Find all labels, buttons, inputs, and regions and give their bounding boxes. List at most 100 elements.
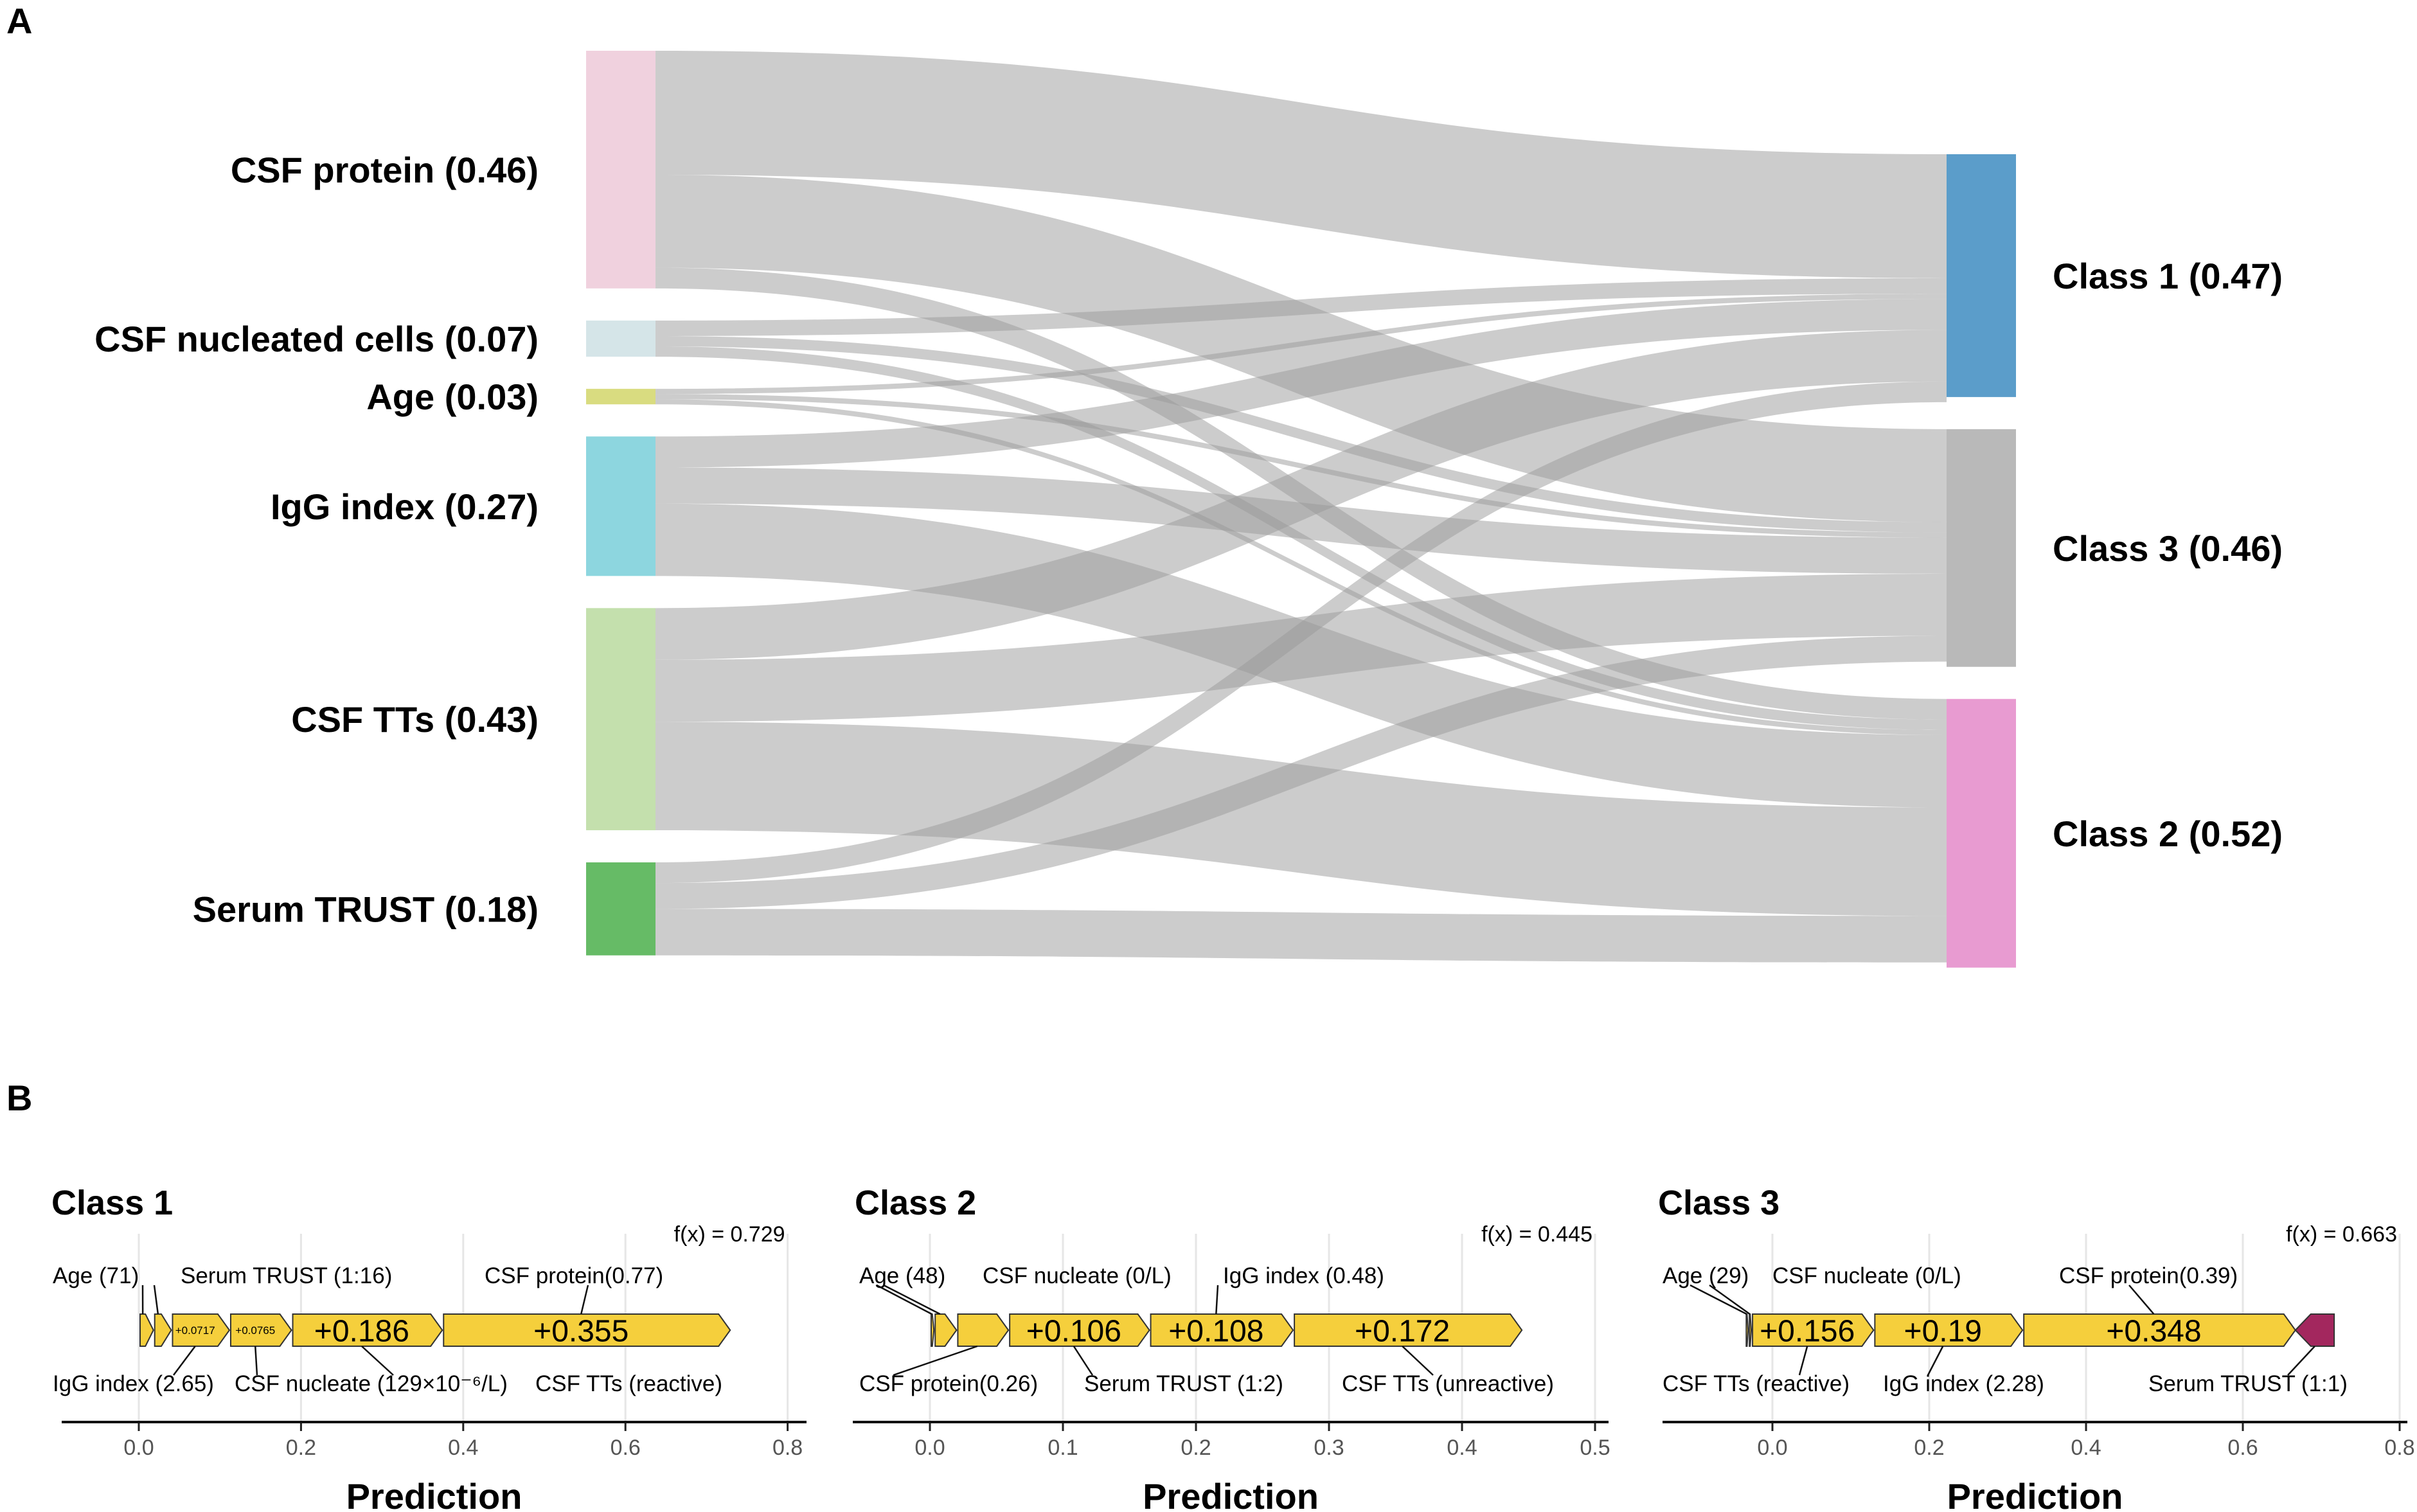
fx-value: f(x) = 0.729 [674, 1222, 785, 1247]
tick-label: 0.2 [1914, 1436, 1944, 1460]
node-c1 [1947, 154, 2016, 397]
tick-label: 0.1 [1048, 1436, 1078, 1460]
positive-contribution-bar [139, 1313, 154, 1347]
feature-label: Age (48) [859, 1263, 945, 1288]
flow-nucleated-to-c3 [656, 335, 1947, 533]
node-label-c3: Class 3 (0.46) [2053, 528, 2283, 569]
tick-label: 0.6 [611, 1436, 641, 1460]
node-nucleated [586, 320, 656, 357]
positive-contribution-bar [2023, 1313, 2296, 1347]
tick-label: 0.5 [1580, 1436, 1610, 1460]
node-label-trust: Serum TRUST (0.18) [193, 889, 539, 929]
tick-label: 0.0 [914, 1436, 945, 1460]
contribution-value: +0.172 [1355, 1314, 1450, 1348]
flow-tts-to-c2 [656, 722, 1947, 916]
tick-label: 0.2 [1181, 1436, 1211, 1460]
flow-trust-to-c2 [656, 909, 1947, 963]
flow-trust-to-c3 [656, 636, 1947, 909]
leader-line [893, 1345, 978, 1376]
contribution-value: +0.19 [1904, 1314, 1982, 1348]
positive-contribution-bar [443, 1313, 731, 1347]
force-plot-title: Class 2 [855, 1184, 976, 1222]
positive-contribution-bar [229, 1313, 292, 1347]
positive-contribution-bar [1294, 1313, 1523, 1347]
positive-contribution-bar [172, 1313, 231, 1347]
tick-label: 0.3 [1314, 1436, 1344, 1460]
x-axis-title: Prediction [1947, 1476, 2123, 1512]
positive-contribution-bar [1745, 1313, 1749, 1347]
positive-contribution-bar [1874, 1313, 2024, 1347]
contribution-value: +0.106 [1026, 1314, 1121, 1348]
contribution-value: +0.0717 [175, 1324, 215, 1337]
flow-age-to-c3 [656, 394, 1947, 538]
leader-line [254, 1346, 258, 1376]
leader-line [1709, 1284, 1751, 1315]
contribution-value: +0.348 [2106, 1314, 2201, 1348]
force-plot-class-3: 0.0 0.2 0.4 0.6 0.8 Prediction Class 3 f(x) = 0… [1658, 1184, 2415, 1512]
feature-label: Age (71) [53, 1263, 139, 1288]
panel-label-a: A [6, 1, 32, 41]
leader-line [1690, 1284, 1747, 1315]
node-label-tts: CSF TTs (0.43) [291, 699, 539, 740]
tick-label: 0.6 [2227, 1436, 2258, 1460]
force-plots: 0.0 0.2 0.4 0.6 0.8 Prediction Class 1 f(x) = 0… [51, 1184, 2415, 1512]
feature-label: IgG index (2.65) [53, 1371, 214, 1396]
node-label-age: Age (0.03) [366, 377, 539, 417]
force-plot-title: Class 3 [1658, 1184, 1779, 1222]
feature-label: Age (29) [1663, 1263, 1749, 1288]
tick-label: 0.2 [286, 1436, 316, 1460]
node-trust [586, 862, 656, 956]
node-igg [586, 436, 656, 576]
flow-age-to-c1 [656, 294, 1947, 395]
leader-line [1073, 1346, 1094, 1376]
node-label-c2: Class 2 (0.52) [2053, 814, 2283, 854]
force-plot-class-2: 0.0 0.1 0.2 0.3 0.4 0.5 Prediction Class 2 f(x) … [853, 1184, 1610, 1512]
tick-label: 0.8 [772, 1436, 803, 1460]
tick-label: 0.0 [1757, 1436, 1787, 1460]
leader-line [1402, 1346, 1434, 1376]
feature-label: Serum TRUST (1:2) [1084, 1371, 1283, 1396]
feature-label: CSF TTs (unreactive) [1342, 1371, 1554, 1396]
leader-line [883, 1284, 941, 1315]
positive-contribution-bar [957, 1313, 1010, 1347]
positive-contribution-bar [934, 1313, 958, 1347]
node-c2 [1947, 698, 2016, 968]
tick-label: 0.4 [448, 1436, 478, 1460]
feature-label: CSF nucleate (0/L) [983, 1263, 1172, 1288]
feature-label: CSF protein(0.77) [485, 1263, 663, 1288]
leader-line [361, 1346, 394, 1376]
positive-contribution-bar [1150, 1313, 1294, 1347]
node-label-c1: Class 1 (0.47) [2053, 256, 2283, 296]
fx-value: f(x) = 0.663 [2286, 1222, 2397, 1247]
force-plot-class-1: 0.0 0.2 0.4 0.6 0.8 Prediction Class 1 f(x) = 0… [51, 1184, 807, 1512]
flow-protein-to-c1 [656, 51, 1947, 278]
positive-contribution-bar [292, 1313, 443, 1347]
positive-contribution-bar [154, 1313, 172, 1347]
feature-label: Serum TRUST (1:1) [2148, 1371, 2348, 1396]
sankey-flows [656, 51, 1947, 963]
feature-label: CSF TTs (reactive) [535, 1371, 722, 1396]
node-protein [586, 51, 656, 289]
node-label-nucleated: CSF nucleated cells (0.07) [94, 319, 539, 359]
leader-line [2128, 1285, 2155, 1315]
contribution-value: +0.156 [1760, 1314, 1855, 1348]
panel-label-b: B [6, 1078, 32, 1118]
feature-label: CSF TTs (reactive) [1663, 1371, 1850, 1396]
feature-label: CSF protein(0.39) [2059, 1263, 2238, 1288]
fx-value: f(x) = 0.445 [1481, 1222, 1592, 1247]
flow-nucleated-to-c1 [656, 278, 1947, 336]
positive-contribution-bar [1009, 1313, 1150, 1347]
sankey-nodes: CSF protein (0.46) CSF nucleated cells (0… [94, 51, 2283, 968]
contribution-value: +0.355 [533, 1314, 629, 1348]
feature-label: IgG index (2.28) [1883, 1371, 2044, 1396]
negative-contribution-bar [2294, 1313, 2335, 1347]
node-c3 [1947, 429, 2016, 667]
leader-line [1927, 1346, 1944, 1376]
node-tts [586, 608, 656, 831]
feature-label: Serum TRUST (1:16) [181, 1263, 392, 1288]
positive-contribution-bar [1749, 1313, 1753, 1347]
flow-tts-to-c1 [656, 330, 1947, 660]
x-axis-title: Prediction [1143, 1476, 1319, 1512]
node-label-igg: IgG index (0.27) [271, 486, 539, 527]
contribution-value: +0.0765 [235, 1324, 275, 1337]
